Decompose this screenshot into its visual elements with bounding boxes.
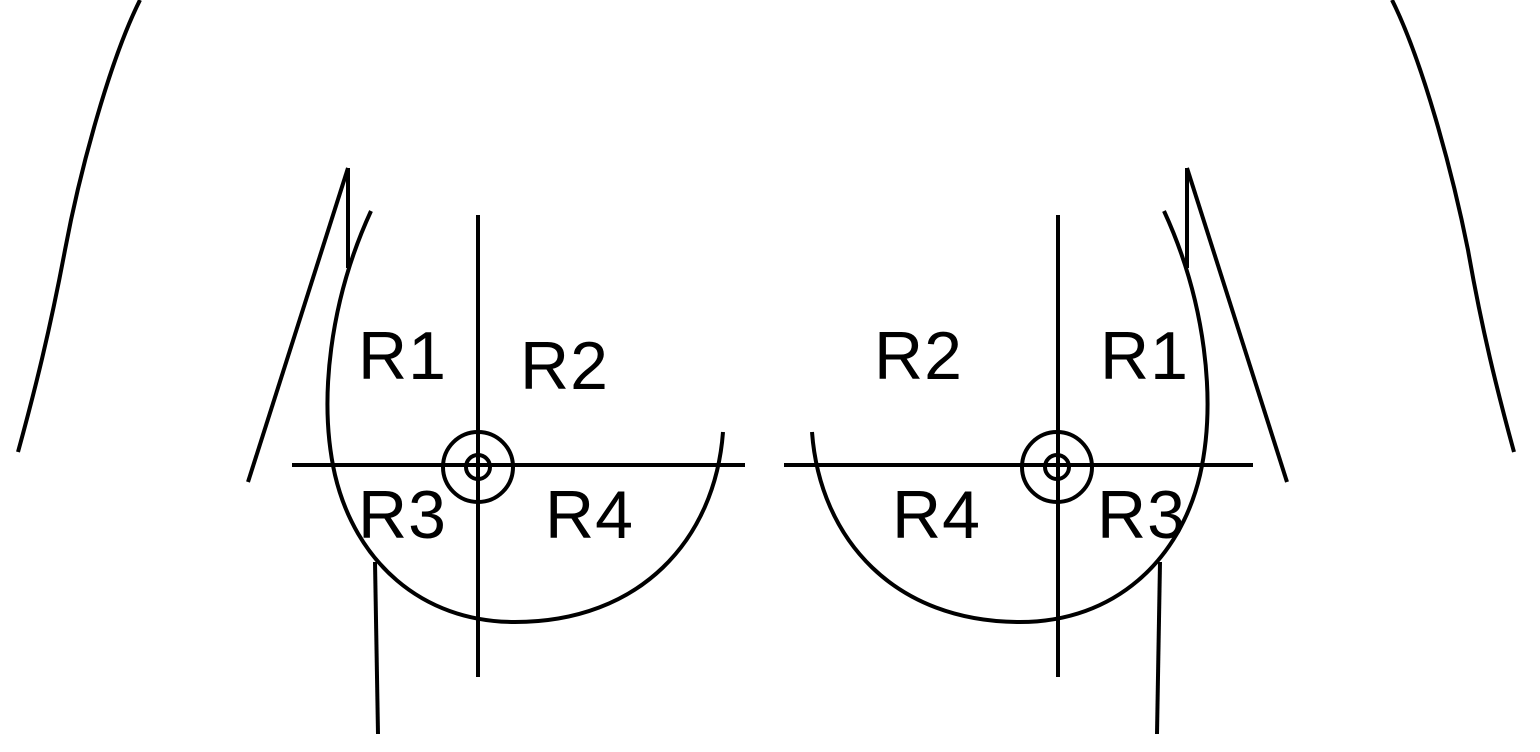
right-chest-wall-line (1155, 561, 1162, 735)
right-label-r1: R1 (1100, 318, 1189, 394)
left-label-r1: R1 (358, 318, 447, 394)
torso-right-contour (1390, 0, 1516, 453)
torso-left-contour (16, 0, 142, 453)
right-label-r4: R4 (892, 477, 981, 553)
right-axilla-outer-line (1185, 167, 1289, 483)
right-label-r3: R3 (1097, 477, 1186, 553)
right-areola (1020, 430, 1094, 504)
right-breast: R2 R1 R4 R3 (784, 167, 1289, 735)
left-axilla-outer-line (246, 167, 350, 483)
left-areola (441, 430, 515, 504)
left-label-r4: R4 (545, 477, 634, 553)
right-nipple (1043, 453, 1071, 481)
left-breast: R1 R2 R3 R4 (246, 167, 745, 735)
left-breast-outline (325, 210, 725, 625)
left-nipple (464, 453, 492, 481)
left-chest-wall-line (373, 561, 380, 735)
left-label-r3: R3 (358, 477, 447, 553)
right-label-r2: R2 (874, 318, 963, 394)
right-breast-outline (810, 210, 1210, 625)
left-label-r2: R2 (520, 328, 609, 404)
